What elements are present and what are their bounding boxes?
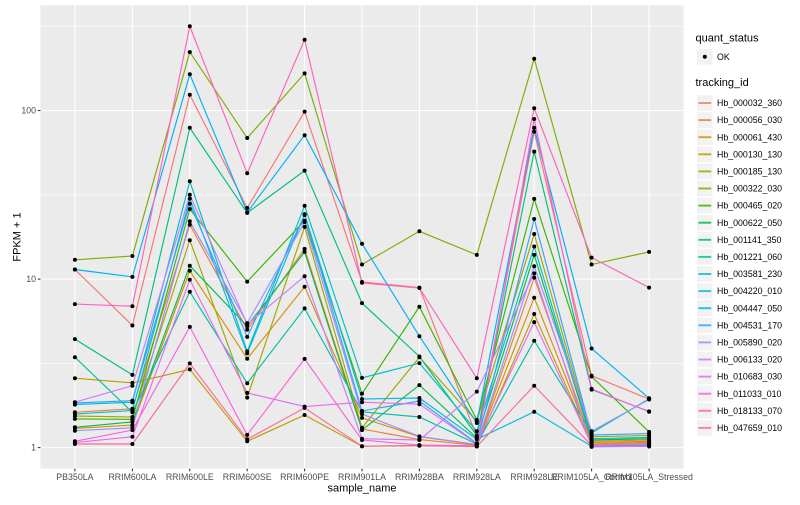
svg-text:FPKM + 1: FPKM + 1 bbox=[12, 212, 24, 261]
svg-text:PB350LA: PB350LA bbox=[56, 472, 93, 482]
svg-text:Hb_001141_350: Hb_001141_350 bbox=[717, 235, 782, 245]
svg-text:Hb_005890_020: Hb_005890_020 bbox=[717, 338, 782, 348]
svg-text:RRIM600PE: RRIM600PE bbox=[280, 472, 329, 482]
svg-text:RRIM105LA_Stressed: RRIM105LA_Stressed bbox=[605, 472, 693, 482]
svg-text:Hb_000322_030: Hb_000322_030 bbox=[717, 184, 782, 194]
svg-text:RRIM600LA: RRIM600LA bbox=[108, 472, 156, 482]
svg-text:RRIM928BA: RRIM928BA bbox=[395, 472, 444, 482]
svg-text:RRIM928LE: RRIM928LE bbox=[510, 472, 558, 482]
svg-text:100: 100 bbox=[21, 106, 36, 116]
svg-text:RRIM105LA_Control: RRIM105LA_Control bbox=[551, 472, 632, 482]
svg-text:Hb_004220_010: Hb_004220_010 bbox=[717, 286, 782, 296]
svg-text:Hb_018133_070: Hb_018133_070 bbox=[717, 406, 782, 416]
svg-text:RRIM600LE: RRIM600LE bbox=[166, 472, 214, 482]
svg-text:RRIM901LA: RRIM901LA bbox=[338, 472, 386, 482]
svg-text:Hb_000056_030: Hb_000056_030 bbox=[717, 115, 782, 125]
svg-text:Hb_000130_130: Hb_000130_130 bbox=[717, 149, 782, 159]
svg-text:sample_name: sample_name bbox=[327, 483, 396, 495]
svg-text:OK: OK bbox=[717, 52, 730, 62]
svg-text:10: 10 bbox=[26, 274, 36, 284]
svg-text:1: 1 bbox=[31, 443, 36, 453]
svg-text:Hb_000465_020: Hb_000465_020 bbox=[717, 201, 782, 211]
svg-text:Hb_000185_130: Hb_000185_130 bbox=[717, 167, 782, 177]
svg-text:RRIM928LA: RRIM928LA bbox=[453, 472, 501, 482]
svg-text:Hb_003581_230: Hb_003581_230 bbox=[717, 269, 782, 279]
svg-text:tracking_id: tracking_id bbox=[696, 77, 749, 89]
svg-text:Hb_001221_060: Hb_001221_060 bbox=[717, 252, 782, 262]
svg-text:Hb_047659_010: Hb_047659_010 bbox=[717, 423, 782, 433]
svg-text:quant_status: quant_status bbox=[696, 33, 759, 45]
svg-text:Hb_000032_360: Hb_000032_360 bbox=[717, 98, 782, 108]
svg-text:Hb_000622_050: Hb_000622_050 bbox=[717, 218, 782, 228]
svg-text:RRIM600SE: RRIM600SE bbox=[223, 472, 272, 482]
svg-text:Hb_004447_050: Hb_004447_050 bbox=[717, 303, 782, 313]
svg-text:Hb_006133_020: Hb_006133_020 bbox=[717, 355, 782, 365]
svg-text:Hb_000061_430: Hb_000061_430 bbox=[717, 132, 782, 142]
svg-text:Hb_010683_030: Hb_010683_030 bbox=[717, 372, 782, 382]
svg-text:Hb_011033_010: Hb_011033_010 bbox=[717, 389, 782, 399]
svg-text:Hb_004531_170: Hb_004531_170 bbox=[717, 320, 782, 330]
